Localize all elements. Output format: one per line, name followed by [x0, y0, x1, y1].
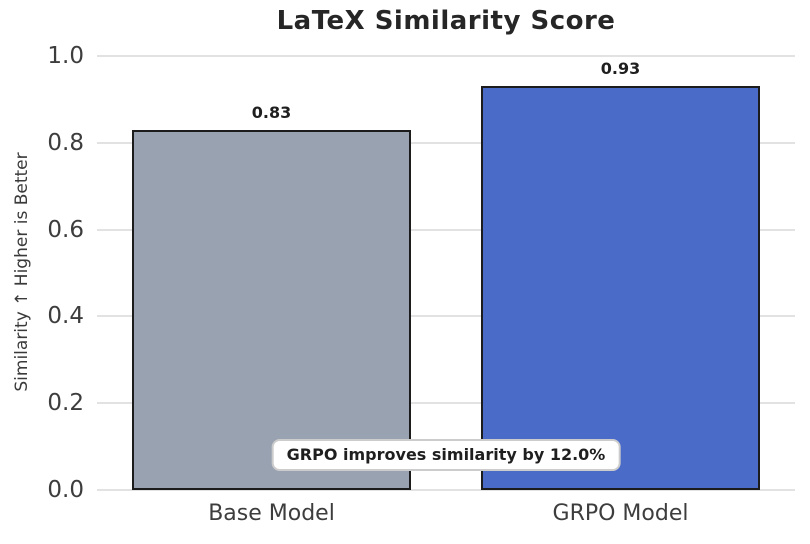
- y-tick-label-0.8: 0.8: [47, 129, 84, 156]
- bar-grpo-model: [480, 86, 761, 490]
- gridline-0.6: [97, 228, 795, 231]
- gridline-0.8: [97, 141, 795, 144]
- gridline-0.4: [97, 315, 795, 318]
- y-tick-label-0.0: 0.0: [47, 477, 84, 503]
- value-label-0.93: 0.93: [600, 59, 641, 79]
- gridline-0.2: [97, 402, 795, 405]
- gridline-1.0: [97, 55, 795, 57]
- y-tick-label-0.4: 0.4: [47, 303, 84, 330]
- x-tick-label-grpo-model: GRPO Model: [552, 501, 689, 526]
- y-axis-label: Similarity ↑ Higher is Better: [12, 152, 32, 392]
- plot-area: GRPO improves similarity by 12.0% 0.83 0.…: [97, 55, 795, 491]
- annotation-box: GRPO improves similarity by 12.0%: [271, 439, 621, 471]
- y-tick-label-1.0: 1.0: [47, 43, 84, 69]
- y-tick-label-0.6: 0.6: [47, 216, 84, 243]
- gridline-0.0: [97, 489, 795, 491]
- chart-title: LaTeX Similarity Score: [276, 6, 616, 36]
- bar-base-model: [131, 129, 412, 490]
- y-tick-label-0.2: 0.2: [47, 390, 84, 417]
- x-tick-label-base-model: Base Model: [208, 501, 335, 526]
- value-label-0.83: 0.83: [251, 102, 292, 122]
